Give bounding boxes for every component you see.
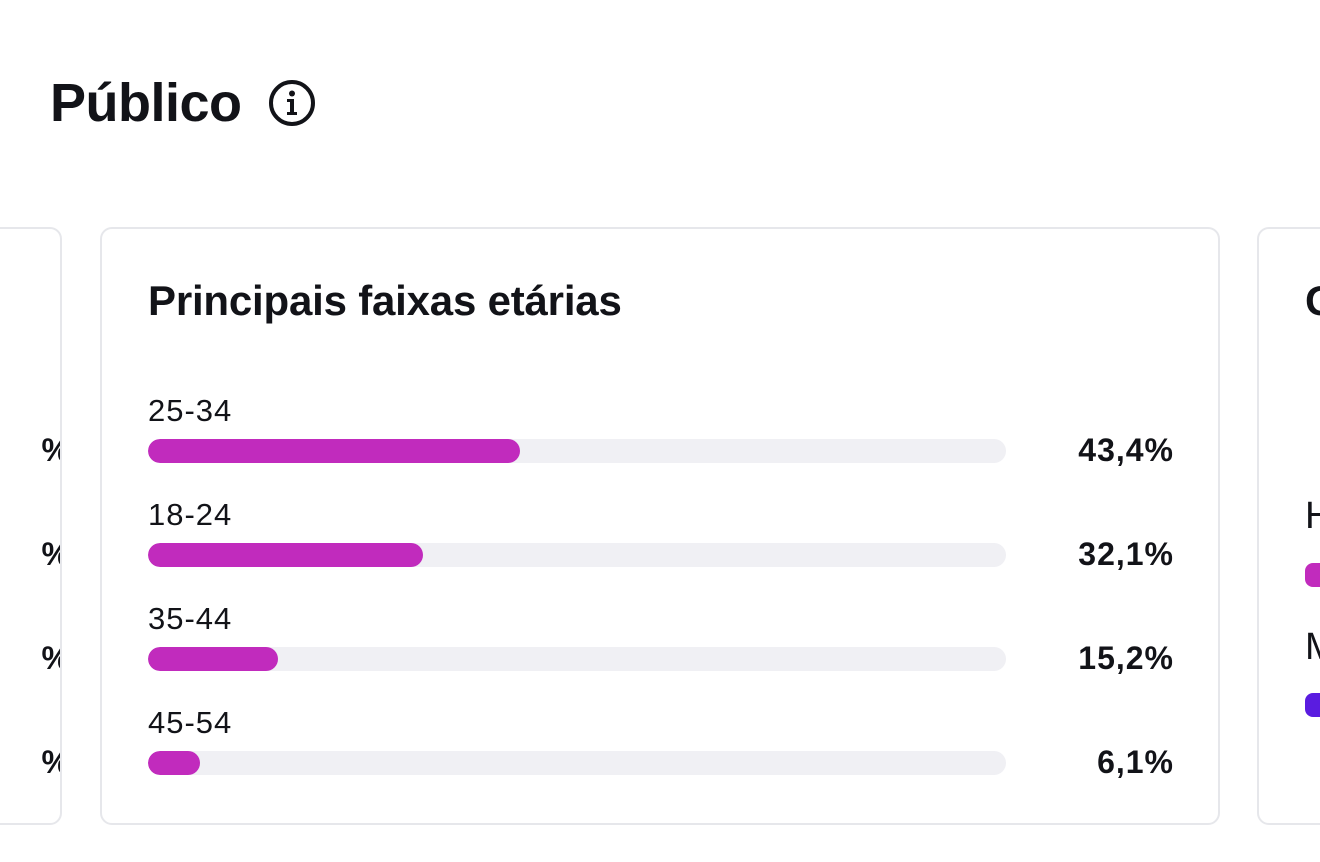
bar-fill bbox=[148, 751, 201, 775]
age-value: 43,4% bbox=[1078, 432, 1174, 468]
gender-label: M bbox=[1305, 627, 1320, 667]
age-value: 6,1% bbox=[1097, 744, 1174, 780]
left-card-value: % bbox=[42, 744, 60, 780]
age-row: 25-34 43,4% bbox=[148, 394, 1174, 476]
bar-fill bbox=[148, 647, 279, 671]
left-card-value: % bbox=[42, 640, 60, 676]
bar-fill bbox=[148, 543, 424, 567]
bar-track bbox=[148, 439, 1006, 463]
page-title: Público bbox=[50, 73, 242, 133]
age-row: 18-24 32,1% bbox=[148, 498, 1174, 580]
bar-track bbox=[148, 543, 1006, 567]
bar-track bbox=[148, 751, 1006, 775]
gender-card-title: G bbox=[1305, 277, 1320, 325]
legend-swatch bbox=[1305, 693, 1320, 717]
section-header: Público bbox=[50, 72, 316, 134]
left-card-value: % bbox=[42, 432, 60, 468]
left-card: % % % % bbox=[0, 227, 62, 825]
age-label: 25-34 bbox=[148, 393, 233, 428]
legend-swatch bbox=[1305, 563, 1320, 587]
age-label: 45-54 bbox=[148, 705, 233, 740]
age-label: 18-24 bbox=[148, 497, 233, 532]
age-ranges-card: Principais faixas etárias 25-34 43,4% 18… bbox=[100, 227, 1220, 825]
gender-label: H bbox=[1305, 496, 1320, 536]
gender-card: G H M bbox=[1257, 227, 1320, 825]
info-icon[interactable] bbox=[268, 79, 316, 127]
age-label: 35-44 bbox=[148, 601, 233, 636]
age-row: 35-44 15,2% bbox=[148, 602, 1174, 684]
age-value: 32,1% bbox=[1078, 536, 1174, 572]
left-card-value: % bbox=[42, 536, 60, 572]
bar-fill bbox=[148, 439, 521, 463]
age-row: 45-54 6,1% bbox=[148, 706, 1174, 788]
card-title: Principais faixas etárias bbox=[148, 277, 622, 324]
bar-track bbox=[148, 647, 1006, 671]
age-value: 15,2% bbox=[1078, 640, 1174, 676]
